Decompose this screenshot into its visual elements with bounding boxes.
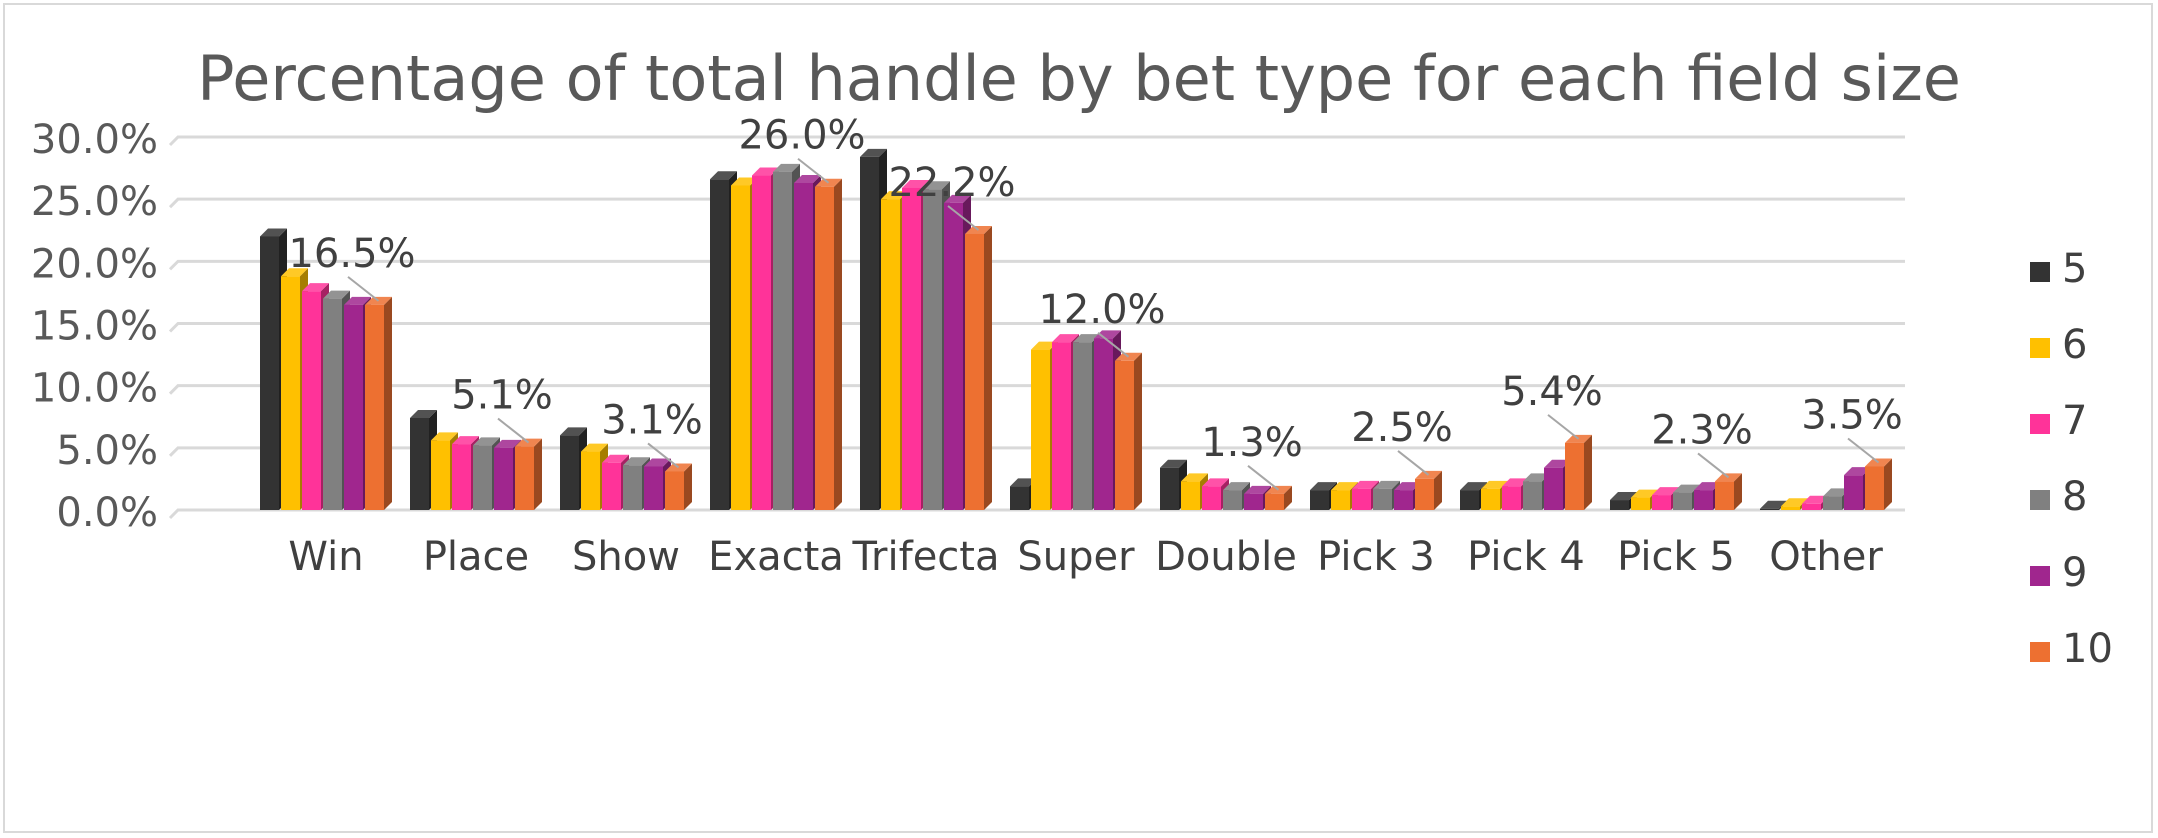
data-label: 2.3%	[1651, 407, 1753, 453]
x-category-label: Pick 4	[1467, 534, 1585, 580]
leader-line	[497, 417, 530, 444]
y-axis-ticks: 0.0% 5.0% 10.0% 15.0% 20.0% 25.0% 30.0%	[31, 117, 158, 536]
y-tick-label: 0.0%	[56, 490, 158, 536]
x-category-label: Other	[1769, 534, 1883, 580]
gridline	[168, 508, 1905, 520]
data-label: 16.5%	[288, 231, 415, 277]
bar	[1115, 352, 1142, 510]
gridline	[168, 135, 1905, 147]
legend-item: 6	[2030, 322, 2087, 368]
leader-line	[1697, 452, 1730, 479]
legend-label: 10	[2062, 626, 2113, 672]
data-label: 5.4%	[1501, 369, 1603, 415]
legend-swatch	[2030, 490, 2050, 510]
bar	[1865, 458, 1892, 510]
y-tick-label: 10.0%	[31, 366, 158, 412]
y-tick-label: 15.0%	[31, 304, 158, 350]
leader-line	[947, 205, 980, 231]
legend: 5 6 7 8 9 10	[2030, 246, 2113, 672]
leader-line	[797, 157, 830, 184]
legend-swatch	[2030, 642, 2050, 662]
x-category-label: Double	[1155, 534, 1297, 580]
leader-line	[1547, 414, 1580, 440]
bars	[260, 148, 1892, 511]
legend-item: 7	[2030, 398, 2087, 444]
leader-line	[1097, 332, 1130, 358]
gridline	[168, 446, 1905, 457]
leader-line	[1247, 465, 1280, 491]
legend-swatch	[2030, 338, 2050, 358]
legend-label: 6	[2062, 322, 2087, 368]
x-category-label: Show	[572, 534, 680, 580]
legend-item: 5	[2030, 246, 2087, 292]
bar	[965, 225, 992, 511]
data-label: 3.5%	[1801, 392, 1903, 438]
data-label: 3.1%	[601, 397, 703, 443]
leader-line	[1397, 450, 1430, 476]
legend-swatch	[2030, 262, 2050, 282]
y-tick-label: 30.0%	[31, 117, 158, 163]
x-category-label: Trifecta	[852, 534, 1000, 580]
bar	[515, 438, 542, 510]
gridline	[168, 259, 1905, 271]
data-label: 5.1%	[451, 373, 553, 419]
x-category-label: Exacta	[708, 534, 844, 580]
legend-label: 8	[2062, 474, 2087, 520]
data-labels: 16.5% 5.1% 3.1% 26.0% 22.2% 12.0% 1.3% 2.5% 5.4%…	[288, 113, 1903, 491]
gridlines	[168, 135, 1905, 520]
chart-title: Percentage of total handle by bet type f…	[197, 42, 1961, 115]
leader-line	[347, 276, 380, 302]
data-label: 2.5%	[1351, 405, 1453, 451]
x-axis-categories: Win Place Show Exacta Trifecta Super Double Pic…	[288, 534, 1883, 580]
data-label: 1.3%	[1201, 420, 1303, 466]
x-category-label: Place	[423, 534, 529, 580]
legend-label: 7	[2062, 398, 2087, 444]
leader-line	[1847, 437, 1880, 464]
bar	[1715, 473, 1742, 510]
bar	[1565, 434, 1592, 510]
gridline	[168, 322, 1905, 333]
x-category-label: Super	[1017, 534, 1135, 580]
gridline	[168, 197, 1905, 209]
legend-label: 5	[2062, 246, 2087, 292]
y-tick-label: 25.0%	[31, 179, 158, 225]
legend-swatch	[2030, 566, 2050, 586]
data-label: 22.2%	[888, 160, 1015, 206]
legend-swatch	[2030, 414, 2050, 434]
bar	[1415, 470, 1442, 510]
y-tick-label: 20.0%	[31, 241, 158, 287]
legend-item: 9	[2030, 550, 2087, 596]
bar	[665, 463, 692, 510]
x-category-label: Win	[288, 534, 363, 580]
data-label: 12.0%	[1038, 287, 1165, 333]
legend-item: 8	[2030, 474, 2087, 520]
data-label: 26.0%	[738, 113, 865, 159]
legend-item: 10	[2030, 626, 2113, 672]
y-tick-label: 5.0%	[56, 428, 158, 474]
leader-line	[647, 442, 680, 469]
x-category-label: Pick 5	[1617, 534, 1735, 580]
bar	[365, 296, 392, 510]
gridline	[168, 384, 1905, 395]
x-category-label: Pick 3	[1317, 534, 1435, 580]
legend-label: 9	[2062, 550, 2087, 596]
bar	[815, 178, 842, 510]
